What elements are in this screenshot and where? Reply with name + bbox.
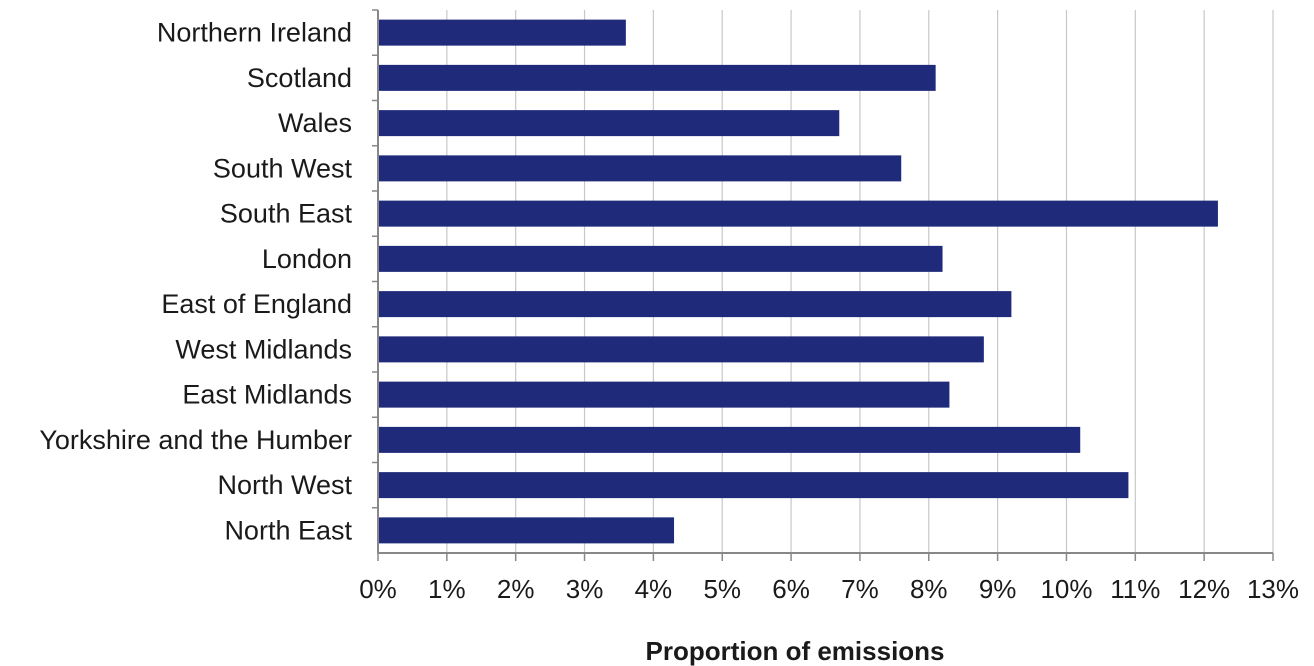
category-label: Wales	[278, 108, 352, 138]
category-label: West Midlands	[175, 334, 352, 364]
x-tick-label: 2%	[497, 574, 535, 604]
category-label: North East	[224, 515, 352, 545]
x-tick-labels: 0% 1% 2% 3% 4% 5% 6% 7% 8% 9% 10% 11% 12% 13%	[359, 574, 1299, 604]
x-tick-label: 12%	[1178, 574, 1230, 604]
category-label: East of England	[161, 289, 352, 319]
x-tick-label: 13%	[1247, 574, 1299, 604]
bar	[378, 155, 902, 182]
category-label: London	[262, 244, 352, 274]
bars	[378, 19, 1218, 544]
x-tick-label: 5%	[703, 574, 741, 604]
x-tick-label: 8%	[910, 574, 948, 604]
category-label: North West	[217, 470, 352, 500]
x-tick-label: 9%	[979, 574, 1017, 604]
x-tick-label: 11%	[1110, 574, 1160, 604]
category-label: South West	[213, 153, 353, 183]
category-labels: Northern Ireland Scotland Wales South West S…	[39, 18, 352, 546]
bar	[378, 336, 984, 363]
x-tick-label: 7%	[841, 574, 879, 604]
category-label: Yorkshire and the Humber	[39, 425, 352, 455]
x-tick-label: 10%	[1040, 574, 1092, 604]
bar	[378, 472, 1129, 499]
bar	[378, 291, 1012, 318]
bar	[378, 110, 840, 137]
x-tick-label: 4%	[635, 574, 673, 604]
bar	[378, 200, 1218, 227]
bar	[378, 517, 675, 544]
category-label: South East	[220, 199, 353, 229]
gridlines	[446, 10, 1274, 553]
category-label: Scotland	[247, 63, 352, 93]
x-tick-label: 6%	[772, 574, 810, 604]
bar	[378, 64, 936, 91]
bar	[378, 426, 1081, 453]
x-tick-label: 1%	[428, 574, 466, 604]
axes	[372, 9, 1274, 561]
x-tick-label: 0%	[359, 574, 397, 604]
category-label: Northern Ireland	[157, 18, 352, 48]
bar	[378, 245, 943, 272]
x-axis-title: Proportion of emissions	[645, 636, 944, 666]
bar	[378, 381, 950, 408]
x-tick-label: 3%	[566, 574, 604, 604]
bar	[378, 19, 626, 46]
category-label: East Midlands	[182, 380, 352, 410]
